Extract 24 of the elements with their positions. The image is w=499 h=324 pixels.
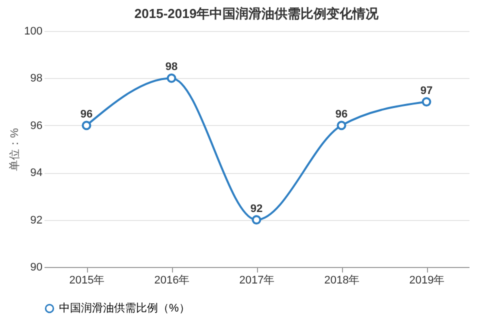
x-tick-label: 2019年 (409, 274, 445, 286)
x-tick-label: 2017年 (239, 274, 275, 286)
point (82, 120, 92, 130)
x-tick-label: 2015年 (69, 274, 105, 286)
point (336, 120, 346, 130)
point (252, 215, 262, 224)
data-label: 97 (420, 84, 433, 97)
x-tick-label: 2018年 (324, 274, 360, 286)
point (422, 97, 432, 106)
y-tick-label: 96 (30, 120, 42, 132)
y-tick-label: 98 (30, 72, 42, 85)
data-label: 96 (335, 108, 348, 120)
data-label: 96 (80, 108, 93, 120)
y-tick-label: 92 (30, 214, 42, 226)
point (166, 74, 176, 83)
y-tick-label: 90 (30, 262, 42, 274)
chart-title: 2015-2019年中国润滑油供需比例变化情况 (134, 6, 380, 21)
x-tick-label: 2016年 (154, 274, 190, 286)
y-tick-label: 94 (30, 167, 42, 180)
y-axis-title: 单位：% (8, 128, 22, 171)
data-label: 92 (250, 202, 263, 215)
legend-label: 中国润滑油供需比例（%） (59, 302, 190, 314)
y-tick-label: 100 (24, 26, 42, 38)
data-label: 98 (165, 61, 178, 74)
